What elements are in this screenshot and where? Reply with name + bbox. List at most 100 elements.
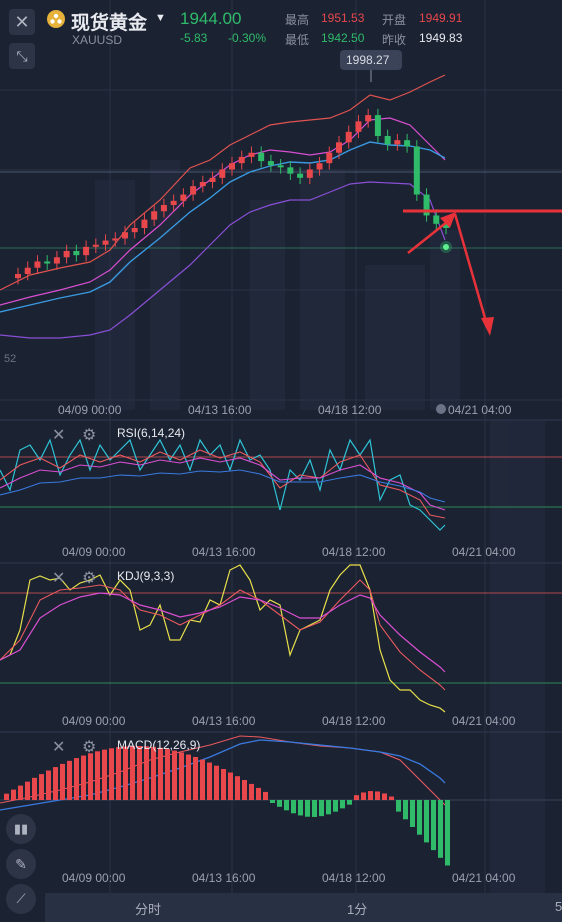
candle <box>34 261 41 268</box>
candle <box>83 246 90 256</box>
candle <box>63 251 70 258</box>
macd-bar <box>277 800 282 807</box>
kdj-close-icon[interactable]: ✕ <box>52 570 66 587</box>
macd-bar <box>319 800 324 817</box>
price-change-pct: -0.30% <box>228 31 267 45</box>
macd-bar <box>74 758 79 800</box>
current-price: 1944.00 <box>180 9 242 28</box>
macd-bar <box>354 795 359 800</box>
macd-bar <box>256 787 261 800</box>
macd-bar <box>235 776 240 800</box>
x-tick: 04/21 04:00 <box>452 871 516 885</box>
candle <box>277 165 284 168</box>
x-tick: 04/21 04:00 <box>452 714 516 728</box>
candle <box>15 274 21 279</box>
candle <box>365 115 372 122</box>
macd-settings-gear-icon[interactable]: ⚙ <box>82 739 97 756</box>
macd-bar <box>207 762 212 800</box>
kdj-title: KDJ(9,3,3) <box>117 569 175 583</box>
close-button[interactable]: ✕ <box>9 9 35 35</box>
price-change: -5.83 <box>180 31 208 45</box>
macd-bar <box>333 800 338 812</box>
candle <box>394 140 401 145</box>
macd-bar <box>151 746 156 800</box>
candle <box>326 152 333 164</box>
candle <box>102 240 109 245</box>
peak-label <box>340 50 402 82</box>
high-value: 1951.53 <box>321 11 365 25</box>
macd-bar <box>361 792 366 800</box>
macd-bar <box>396 800 401 812</box>
macd-bar <box>158 747 163 800</box>
macd-bar <box>375 791 380 800</box>
x-tick: 04/13 16:00 <box>192 871 256 885</box>
prev-close-value: 1949.83 <box>419 31 463 45</box>
tab-5min[interactable]: 5 <box>555 899 562 914</box>
shrink-icon: ⤡ <box>16 48 28 64</box>
candle <box>219 169 226 178</box>
candle <box>316 163 323 170</box>
candle <box>423 194 430 216</box>
shrink-button[interactable]: ⤡ <box>9 43 35 69</box>
rsi-settings-gear-icon[interactable]: ⚙ <box>82 427 97 444</box>
macd-close-icon[interactable]: ✕ <box>52 739 66 756</box>
candle <box>112 238 119 241</box>
macd-bar <box>417 800 422 835</box>
macd-bar <box>270 800 275 803</box>
draw-tool-button[interactable]: ✎ <box>6 849 36 879</box>
macd-bar <box>144 746 149 800</box>
macd-bar <box>102 749 107 800</box>
x-tick: 04/18 12:00 <box>322 545 386 559</box>
candle <box>433 215 440 224</box>
chevron-down-icon[interactable]: ▼ <box>155 12 166 24</box>
pencil-icon: ✎ <box>15 855 27 872</box>
macd-bar <box>67 760 72 800</box>
macd-title: MACD(12,26,9) <box>117 738 201 752</box>
candle <box>160 205 167 212</box>
x-tick: 04/18 12:00 <box>322 871 386 885</box>
line-tool-icon: ⟋ <box>16 891 26 906</box>
macd-bar <box>368 791 373 800</box>
x-tick: 04/09 00:00 <box>62 545 126 559</box>
macd-bar <box>263 791 268 800</box>
tab-1min[interactable]: 1分 <box>347 902 368 917</box>
x-tick: 04/13 16:00 <box>192 545 256 559</box>
macd-bar <box>382 793 387 800</box>
candle <box>384 136 391 145</box>
macd-bar <box>389 796 394 800</box>
macd-bar <box>424 800 429 843</box>
candle <box>73 251 80 256</box>
peak-price-label: 1998.27 <box>346 53 390 67</box>
macd-bar <box>445 800 450 866</box>
macd-bar <box>193 756 198 800</box>
instrument-name[interactable]: 现货黄金 <box>71 13 148 34</box>
macd-bar <box>32 777 37 800</box>
kdj-settings-gear-icon[interactable]: ⚙ <box>82 570 97 587</box>
candle <box>267 161 274 166</box>
low-label: 最低 <box>285 33 310 47</box>
macd-bar <box>410 800 415 827</box>
indicator-tool-button[interactable]: ▮▮ <box>6 814 36 844</box>
tab-timeshare[interactable]: 分时 <box>135 902 162 917</box>
candle <box>92 244 99 247</box>
macd-bar <box>4 793 9 800</box>
candle <box>258 152 265 162</box>
candle <box>336 142 342 153</box>
macd-bar <box>242 779 247 800</box>
macd-bar <box>291 800 296 814</box>
open-label: 开盘 <box>382 13 407 27</box>
macd-bar <box>172 750 177 800</box>
candle <box>374 115 381 136</box>
macd-bar <box>228 772 233 800</box>
rsi-close-icon[interactable]: ✕ <box>52 427 66 444</box>
candle <box>199 182 206 187</box>
macd-bar <box>130 746 135 800</box>
macd-bar <box>431 800 436 851</box>
line-tool-button[interactable]: ⟋ <box>6 884 36 914</box>
gold-logo-icon <box>47 10 65 28</box>
macd-bar <box>39 774 44 800</box>
macd-bar <box>116 747 121 800</box>
macd-bar <box>88 753 93 800</box>
candle <box>413 146 420 195</box>
